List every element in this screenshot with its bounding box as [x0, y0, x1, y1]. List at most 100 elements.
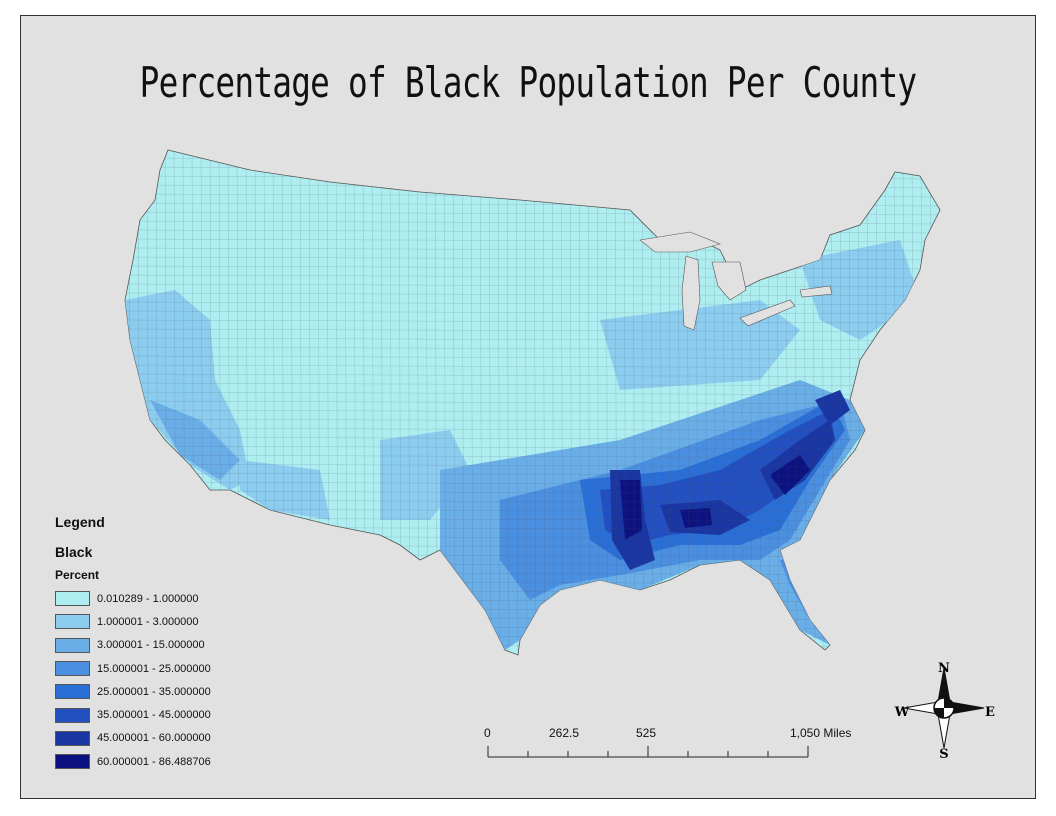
county-line — [857, 150, 861, 655]
county-line — [605, 150, 609, 655]
lake-ontario — [799, 285, 833, 298]
county-line — [125, 463, 940, 468]
county-line — [120, 662, 950, 665]
county-line — [515, 150, 519, 655]
legend: Legend Black Percent 0.010289 - 1.000000… — [55, 514, 211, 773]
county-line — [125, 337, 940, 342]
lake-erie — [739, 299, 796, 327]
county-line — [125, 319, 940, 324]
county-line — [125, 652, 940, 655]
county-line — [587, 150, 591, 655]
legend-swatch — [55, 591, 90, 607]
region-southern-california — [150, 400, 240, 480]
map-title: Percentage of Black Population Per Count… — [139, 58, 917, 107]
legend-swatch — [55, 684, 90, 700]
legend-swatch — [55, 637, 90, 653]
county-line — [125, 364, 940, 369]
county-line — [524, 150, 528, 655]
county-line — [125, 499, 940, 504]
lake-michigan — [681, 255, 701, 331]
legend-layer-name: Black — [55, 544, 93, 560]
legend-class-row: 0.010289 - 1.000000 — [55, 587, 211, 610]
legend-swatch — [55, 661, 90, 677]
scale-label-525: 525 — [636, 726, 657, 740]
lake-huron — [711, 261, 747, 301]
compass-e: E — [985, 705, 995, 720]
lake-superior — [639, 231, 721, 253]
county-line — [542, 150, 546, 655]
legend-class-row: 60.000001 - 86.488706 — [55, 750, 211, 773]
legend-class-label: 15.000001 - 25.000000 — [97, 662, 211, 675]
county-line — [125, 616, 940, 621]
region-alabama-core — [680, 508, 712, 528]
legend-class-row: 35.000001 - 45.000000 — [55, 703, 211, 726]
compass-n: N — [938, 661, 950, 676]
region-virginia-belt — [815, 390, 850, 425]
county-line — [125, 625, 940, 630]
scale-label-262: 262.5 — [549, 726, 580, 740]
county-line — [125, 274, 940, 279]
county-line — [125, 382, 940, 387]
legend-class-label: 25.000001 - 35.000000 — [97, 685, 211, 698]
legend-swatch — [55, 707, 90, 723]
county-line — [125, 490, 940, 495]
county-line — [125, 346, 940, 351]
county-line — [125, 418, 940, 423]
county-line — [125, 409, 940, 414]
scale-label-1050: 1,050 Miles — [790, 726, 852, 740]
region-northeast — [800, 240, 920, 340]
legend-swatch — [55, 614, 90, 630]
legend-class-label: 45.000001 - 60.000000 — [97, 732, 211, 745]
county-line — [533, 150, 537, 655]
region-sc-core — [770, 455, 810, 495]
legend-class-label: 3.000001 - 15.000000 — [97, 639, 205, 652]
county-line — [632, 150, 636, 655]
county-line — [551, 150, 555, 655]
legend-class-label: 60.000001 - 86.488706 — [97, 755, 211, 768]
county-line — [120, 140, 950, 143]
legend-swatch — [55, 754, 90, 770]
county-line — [125, 310, 940, 315]
county-line — [569, 150, 573, 655]
legend-class-label: 35.000001 - 45.000000 — [97, 709, 211, 722]
county-line — [125, 472, 940, 477]
county-line — [125, 150, 940, 153]
county-line — [125, 427, 940, 432]
region-black-belt — [600, 410, 835, 545]
compass-w: W — [894, 705, 910, 720]
legend-class-label: 1.000001 - 3.000000 — [97, 615, 199, 628]
legend-class-label: 0.010289 - 1.000000 — [97, 592, 199, 605]
county-line — [488, 150, 492, 655]
county-line — [125, 265, 940, 270]
county-line — [125, 328, 940, 333]
legend-class-row: 1.000001 - 3.000000 — [55, 610, 211, 633]
legend-class-row: 45.000001 - 60.000000 — [55, 727, 211, 750]
legend-title: Legend — [55, 514, 105, 530]
county-line — [125, 445, 940, 450]
legend-class-row: 25.000001 - 35.000000 — [55, 680, 211, 703]
county-line — [125, 400, 940, 405]
county-line — [948, 140, 950, 670]
legend-class-row: 15.000001 - 25.000000 — [55, 657, 211, 680]
county-line — [578, 150, 582, 655]
county-line — [479, 150, 483, 655]
legend-classes: 0.010289 - 1.000000 1.000001 - 3.000000 3.… — [55, 587, 211, 773]
county-line — [125, 355, 940, 360]
county-line — [497, 150, 501, 655]
county-line — [938, 150, 940, 655]
county-line — [125, 283, 940, 288]
county-line — [125, 373, 940, 378]
north-arrow: N S E W — [894, 661, 995, 760]
county-line — [125, 454, 940, 459]
county-line — [125, 436, 940, 441]
region-arizona — [240, 460, 330, 520]
county-line — [641, 150, 645, 655]
scale-bar-ruler — [487, 746, 809, 758]
county-line — [125, 634, 940, 639]
legend-class-row: 3.000001 - 15.000000 — [55, 634, 211, 657]
county-line — [614, 150, 618, 655]
county-line — [470, 150, 474, 655]
county-line — [125, 157, 940, 162]
county-line — [125, 391, 940, 396]
